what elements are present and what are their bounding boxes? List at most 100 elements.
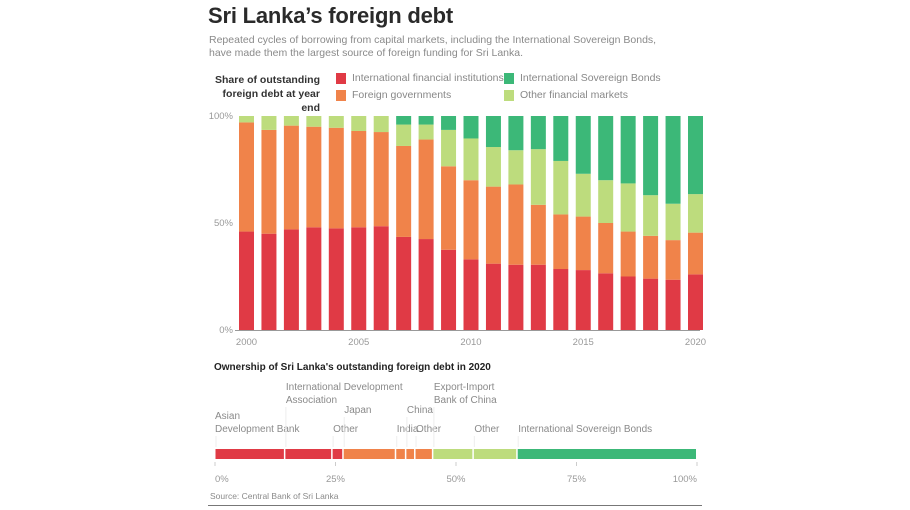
ownership-segment: [406, 449, 415, 459]
ownership-label-line: Association: [285, 395, 338, 406]
ownership-label: Export-Import Bank of China: [434, 381, 497, 407]
ownership-label-line: India: [396, 424, 419, 435]
bar-segment-2016-foreign-governments: [598, 223, 614, 274]
x-tick-label: 50%: [446, 474, 466, 485]
ownership-label-line: International Sovereign Bonds: [518, 424, 653, 435]
bar-segment-2003-international-financial-institutions: [306, 227, 322, 330]
y-tick-label: 100%: [209, 111, 234, 122]
bar-segment-2016-other-financial-markets: [598, 180, 614, 223]
bar-segment-2015-other-financial-markets: [575, 173, 591, 217]
x-tick-label: 2005: [348, 337, 369, 348]
stacked-bar-chart: 0% 50% 100% 2000 2005 2010 2015 2020: [209, 111, 706, 348]
ownership-label: International Development Association: [286, 381, 403, 407]
bar-segment-2019-foreign-governments: [665, 240, 681, 280]
bar-segment-2002-other-financial-markets: [283, 116, 299, 126]
ownership-bar-chart: 0% 25% 50% 75% 100%: [214, 407, 698, 485]
ownership-label: International Sovereign Bonds: [518, 423, 652, 436]
bar-segment-2002-international-financial-institutions: [283, 229, 299, 330]
legend-swatch: [336, 72, 346, 84]
ownership-segment: [343, 449, 395, 459]
bar-segment-2011-international-financial-institutions: [485, 263, 501, 330]
bar-segment-2020-international-sovereign-bonds: [688, 116, 703, 195]
bar-segment-2009-other-financial-markets: [441, 129, 457, 167]
ownership-segment: [415, 449, 432, 459]
ownership-label-line: Development Bank: [215, 424, 300, 435]
x-tick-label: 0%: [215, 474, 229, 485]
bar-segment-2014-foreign-governments: [553, 214, 569, 270]
bar-segment-2011-other-financial-markets: [485, 147, 501, 187]
legend-title-line1: Share of outstanding: [215, 74, 320, 86]
ownership-label: Other: [333, 423, 358, 436]
x-tick-label: 100%: [673, 474, 698, 485]
bar-segment-2008-foreign-governments: [418, 139, 434, 240]
bar-segment-2003-other-financial-markets: [306, 116, 322, 127]
ownership-chart-title: Ownership of Sri Lanka's outstanding for…: [214, 362, 491, 373]
bar-segment-2010-other-financial-markets: [463, 138, 479, 181]
ownership-label: Japan: [344, 404, 371, 417]
x-tick-label: 2015: [573, 337, 594, 348]
chart-subtitle: Repeated cycles of borrowing from capita…: [209, 34, 657, 59]
bar-segment-2000-other-financial-markets: [239, 116, 254, 123]
bar-segment-2010-international-financial-institutions: [463, 259, 479, 330]
bar-segment-2004-other-financial-markets: [328, 116, 344, 128]
bar-segment-2020-other-financial-markets: [688, 194, 703, 233]
bar-segment-2009-foreign-governments: [441, 166, 457, 250]
bar-segment-2017-international-sovereign-bonds: [620, 116, 636, 184]
legend-swatch: [504, 72, 514, 84]
bar-segment-2012-other-financial-markets: [508, 150, 524, 185]
y-tick-label: 0%: [219, 325, 233, 336]
x-tick-label: 2020: [685, 337, 706, 348]
legend-title-line2: foreign debt at year end: [222, 88, 320, 114]
bar-segment-2015-international-financial-institutions: [575, 270, 591, 330]
bar-segment-2017-international-financial-institutions: [620, 276, 636, 330]
bar-segment-2017-other-financial-markets: [620, 183, 636, 232]
ownership-segment: [285, 449, 332, 459]
bar-segment-2019-international-financial-institutions: [665, 279, 681, 330]
legend-item: Foreign governments: [336, 89, 451, 101]
legend-swatch: [504, 89, 514, 101]
bar-segment-2001-other-financial-markets: [261, 116, 277, 130]
bar-segment-2007-foreign-governments: [396, 145, 412, 237]
bar-segment-2004-international-financial-institutions: [328, 228, 344, 330]
bar-segment-2020-foreign-governments: [688, 232, 703, 275]
bar-segment-2006-other-financial-markets: [373, 116, 389, 133]
legend-label: International financial institutions: [352, 72, 504, 84]
bar-segment-2012-international-financial-institutions: [508, 264, 524, 330]
x-tick-label: 75%: [567, 474, 587, 485]
ownership-label-line: Other: [416, 424, 442, 435]
bottom-rule: [208, 505, 702, 506]
bar-segment-2013-international-sovereign-bonds: [530, 116, 546, 150]
bar-segment-2008-other-financial-markets: [418, 124, 434, 140]
ownership-label-line: China: [406, 405, 433, 416]
source-note: Source: Central Bank of Sri Lanka: [210, 491, 339, 501]
ownership-label-line: Other: [333, 424, 359, 435]
x-tick-label: 2000: [236, 337, 257, 348]
bar-segment-2020-international-financial-institutions: [688, 274, 703, 330]
ownership-segment: [396, 449, 405, 459]
ownership-label-line: Other: [474, 424, 500, 435]
legend-label: Other financial markets: [520, 89, 628, 101]
bar-segment-2011-international-sovereign-bonds: [485, 116, 501, 148]
bar-segment-2000-foreign-governments: [239, 122, 254, 232]
bar-segment-2009-international-sovereign-bonds: [441, 116, 457, 130]
ownership-segment: [215, 449, 284, 459]
bar-segment-2008-international-financial-institutions: [418, 239, 434, 330]
bar-segment-2002-foreign-governments: [283, 125, 299, 230]
ownership-label-line: Japan: [344, 405, 372, 416]
bar-segment-2018-international-sovereign-bonds: [643, 116, 659, 196]
ownership-label: Other: [416, 423, 441, 436]
bar-segment-2006-international-financial-institutions: [373, 226, 389, 330]
bar-segment-2014-other-financial-markets: [553, 160, 569, 215]
bar-segment-2001-foreign-governments: [261, 129, 277, 234]
bar-segment-2007-international-sovereign-bonds: [396, 116, 412, 125]
bar-segment-2000-international-financial-institutions: [239, 231, 254, 330]
bar-segment-2010-international-sovereign-bonds: [463, 116, 479, 139]
bar-segment-2008-international-sovereign-bonds: [418, 116, 434, 125]
ownership-segment: [517, 449, 696, 459]
bar-segment-2016-international-sovereign-bonds: [598, 116, 614, 181]
ownership-label: Other: [474, 423, 499, 436]
y-tick-label: 50%: [214, 218, 234, 229]
bar-segment-2007-other-financial-markets: [396, 124, 412, 146]
bar-segment-2010-foreign-governments: [463, 180, 479, 260]
legend-title: Share of outstanding foreign debt at yea…: [205, 73, 320, 115]
